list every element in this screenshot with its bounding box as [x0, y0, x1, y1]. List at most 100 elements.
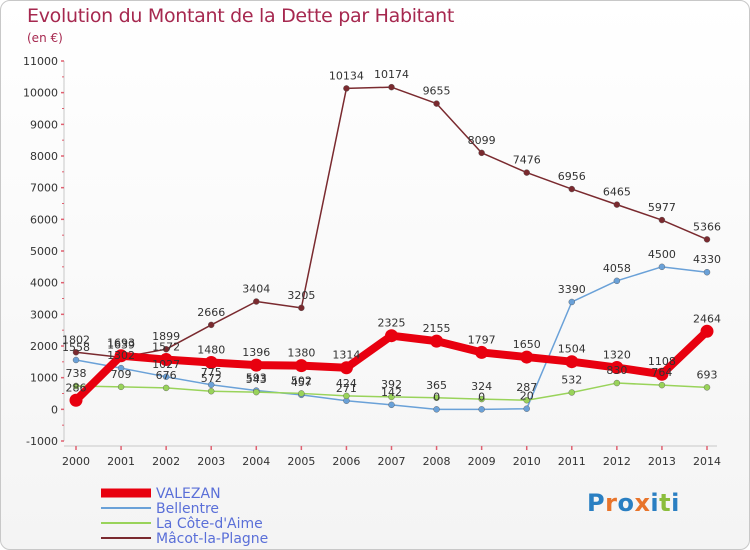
- data-label: 424: [336, 377, 357, 390]
- data-point: [523, 169, 530, 176]
- data-point: [430, 334, 444, 348]
- data-point: [433, 394, 440, 401]
- data-label: 1380: [287, 347, 315, 360]
- data-label: 7476: [513, 154, 541, 167]
- data-point: [253, 388, 260, 396]
- data-point: [343, 392, 350, 400]
- logo-letter: i: [650, 489, 660, 517]
- data-label: 1396: [242, 346, 270, 359]
- data-point: [298, 390, 305, 397]
- y-tick-label: 2000: [30, 340, 58, 353]
- logo-letter: t: [659, 489, 672, 517]
- y-tick-label: 11000: [23, 55, 58, 68]
- x-tick-label: 2012: [603, 455, 631, 468]
- data-point: [249, 358, 263, 372]
- legend-label: La Côte-d'Aime: [156, 516, 263, 532]
- legend-label: Mâcot-la-Plagne: [156, 531, 268, 547]
- logo-letter: i: [671, 489, 680, 517]
- data-point: [114, 349, 128, 363]
- data-point: [703, 236, 711, 243]
- data-point: [568, 185, 575, 193]
- data-point: [69, 393, 83, 407]
- data-label: 10174: [374, 68, 409, 81]
- data-label: 1480: [197, 343, 225, 356]
- data-label: 1650: [513, 338, 541, 351]
- data-point: [523, 397, 530, 404]
- y-tick-label: 9000: [30, 118, 58, 131]
- data-point: [385, 329, 398, 343]
- data-label: 1639: [107, 338, 135, 351]
- data-label: 142: [381, 386, 402, 399]
- data-point: [343, 85, 350, 92]
- y-tick-label: 6000: [30, 213, 58, 226]
- data-label: 4058: [603, 262, 631, 275]
- data-point: [388, 393, 395, 401]
- data-label: 0: [433, 390, 440, 403]
- data-label: 502: [291, 374, 312, 387]
- data-point: [613, 379, 621, 387]
- data-point: [162, 384, 170, 392]
- data-label: 1320: [603, 349, 631, 362]
- data-point: [72, 356, 80, 364]
- data-label: 532: [561, 373, 582, 386]
- data-point: [478, 149, 485, 157]
- data-label: 1693: [107, 337, 135, 350]
- data-point: [478, 406, 485, 413]
- data-point: [298, 304, 305, 312]
- data-point: [613, 277, 621, 285]
- data-label: 775: [201, 366, 222, 379]
- data-label: 5366: [693, 220, 721, 233]
- data-point: [339, 361, 353, 375]
- y-tick-label: 10000: [23, 87, 58, 100]
- x-tick-label: 2006: [332, 455, 360, 468]
- x-tick-label: 2001: [107, 455, 135, 468]
- y-tick-label: 1000: [30, 372, 58, 385]
- data-point: [703, 269, 711, 276]
- y-tick-label: 4000: [30, 277, 58, 290]
- x-tick-label: 2011: [558, 455, 586, 468]
- data-label: 676: [156, 369, 177, 382]
- x-tick-label: 2014: [693, 455, 721, 468]
- x-tick-label: 2007: [378, 455, 406, 468]
- series-lines: [69, 83, 714, 413]
- data-point: [565, 355, 579, 369]
- data-point: [568, 389, 575, 396]
- y-tick-label: 8000: [30, 150, 58, 163]
- data-label: 10134: [329, 69, 364, 82]
- data-label: 271: [336, 382, 357, 395]
- x-tick-label: 2002: [152, 455, 180, 468]
- data-point: [700, 324, 714, 338]
- data-point: [433, 406, 440, 413]
- data-point: [72, 382, 80, 390]
- data-point: [72, 349, 80, 356]
- data-point: [523, 405, 530, 412]
- data-label: 3390: [558, 283, 586, 296]
- data-label: 543: [246, 373, 267, 386]
- data-label: 2325: [378, 317, 406, 330]
- data-point: [162, 345, 170, 353]
- data-label: 1504: [558, 343, 586, 356]
- logo-letter: r: [605, 489, 618, 517]
- logo-letter: o: [617, 489, 635, 517]
- logo-letter: x: [634, 489, 651, 517]
- y-tick-label: 5000: [30, 245, 58, 258]
- data-point: [568, 298, 575, 306]
- y-tick-label: 3000: [30, 308, 58, 321]
- data-label: 693: [697, 368, 718, 381]
- data-label: 1558: [62, 341, 90, 354]
- x-tick-label: 2013: [648, 455, 676, 468]
- data-label: 593: [246, 372, 267, 385]
- data-label: 0: [478, 390, 485, 403]
- data-label: 5977: [648, 201, 676, 214]
- data-label: 8099: [468, 134, 496, 147]
- data-label: 365: [426, 379, 447, 392]
- data-point: [208, 388, 215, 395]
- data-point: [208, 321, 215, 329]
- data-label: 1797: [468, 333, 496, 346]
- data-point: [658, 263, 666, 271]
- data-label: 9655: [423, 85, 451, 98]
- data-point: [117, 364, 125, 372]
- data-label: 572: [201, 372, 222, 385]
